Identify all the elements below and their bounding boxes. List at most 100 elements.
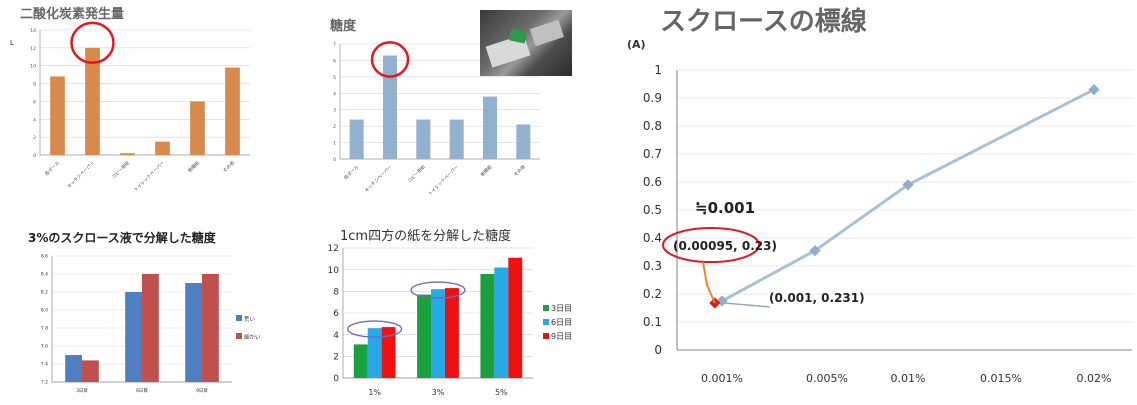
y-tick-label: 0.7 xyxy=(643,147,662,161)
x-tick-label: コピー用紙 xyxy=(110,159,131,180)
series-line xyxy=(721,88,1095,303)
y-tick-label: 0.2 xyxy=(643,287,662,301)
x-tick-label: 3% xyxy=(432,388,445,397)
x-tick-label: 3日目 xyxy=(76,388,88,394)
legend-swatch xyxy=(236,315,242,321)
legend-label: 9日目 xyxy=(551,332,572,341)
y-tick-label: 0 xyxy=(333,374,339,384)
x-tick-label: その他 xyxy=(221,159,236,174)
legend-label: 3日目 xyxy=(551,304,572,313)
bar xyxy=(142,274,159,382)
x-tick-label: コピー用紙 xyxy=(406,163,427,184)
bar xyxy=(202,274,219,382)
bar xyxy=(50,76,65,155)
y-tick-label: 8.2 xyxy=(41,290,48,296)
y-tick-label: 2 xyxy=(333,353,339,363)
legend-label: 荒い xyxy=(244,315,256,323)
y-tick-label: 1 xyxy=(654,63,662,77)
annotation-leader-gray xyxy=(723,302,771,308)
y-tick-label: 7.8 xyxy=(41,326,48,332)
paper1cm-plot-area: 0 2 4 6 8 10 12 1% 3% 5% 3日目 6日目 9日目 xyxy=(328,244,573,397)
y-tick-label: 8 xyxy=(33,82,36,88)
highlight-ellipse xyxy=(410,281,466,299)
x-tick-label: トイレットペーパー xyxy=(427,164,460,197)
standard-title: スクロースの標線 xyxy=(660,6,867,37)
y-tick-label: 5 xyxy=(333,75,336,81)
bar xyxy=(367,328,382,378)
y-tick-label: 4 xyxy=(333,331,339,341)
y-tick-label: 2 xyxy=(33,135,36,141)
bar xyxy=(381,327,396,378)
legend-swatch xyxy=(543,305,549,311)
y-tick-label: 6 xyxy=(333,309,339,319)
bar xyxy=(416,119,431,159)
standard-plot-area: 0 0.1 0.2 0.3 0.4 0.5 0.6 0.7 0.8 0.9 1 0.001% 0.005… xyxy=(643,63,1132,385)
bar xyxy=(480,274,495,378)
bar xyxy=(120,153,135,155)
x-tick-label: 新聞紙 xyxy=(186,159,201,174)
y-tick-label: 8.0 xyxy=(41,308,48,314)
co2-plot-area: 0 2 4 6 8 10 12 14 段ボール キッチンペーパー コピー用紙 トイレットペーパー 新聞紙… xyxy=(30,21,250,193)
y-tick-label: 2 xyxy=(333,124,336,130)
highlight-circle xyxy=(70,21,115,65)
bar xyxy=(185,283,202,382)
sucrose3-title: 3%のスクロース液で分解した糖度 xyxy=(28,230,217,245)
sugar-chart: 糖度 0 1 2 3 4 5 6 7 段ボール キッチンペーパー コピー用紙 トイレットペーパー 新聞紙… xyxy=(330,18,540,197)
y-tick-label: 7.2 xyxy=(41,380,48,386)
annotation-circle xyxy=(662,227,760,263)
y-tick-label: 3 xyxy=(333,108,336,114)
y-tick-label: 6 xyxy=(33,99,36,105)
standard-y-axis-label: (A) xyxy=(627,38,646,51)
paper1cm-chart: 1cm四方の紙を分解した糖度 0 2 4 6 8 10 12 1% 3% 5% 3日目 6日目 9日目 xyxy=(328,228,573,397)
co2-y-axis-label: L xyxy=(10,39,14,47)
y-tick-label: 12 xyxy=(328,244,339,254)
bar xyxy=(516,124,531,159)
bar xyxy=(125,292,142,382)
legend-swatch xyxy=(236,333,242,339)
highlight-ellipse xyxy=(347,320,403,338)
data-point xyxy=(1088,83,1100,96)
x-tick-label: その他 xyxy=(512,163,527,178)
y-tick-label: 8 xyxy=(333,288,339,298)
x-tick-label: キッチンペーパー xyxy=(364,164,394,194)
y-tick-label: 8.4 xyxy=(41,272,48,278)
x-tick-label: 新聞紙 xyxy=(479,163,494,178)
y-tick-label: 0.4 xyxy=(643,231,662,245)
x-tick-label: 1% xyxy=(368,388,381,397)
x-tick-label: 6日目 xyxy=(136,388,148,394)
y-tick-label: 0.1 xyxy=(643,315,662,329)
legend-label: 細かい xyxy=(244,333,261,341)
x-tick-label: 0.015% xyxy=(980,372,1022,385)
x-tick-label: 0.02% xyxy=(1077,372,1112,385)
annotation-leader xyxy=(702,261,716,304)
y-tick-label: 1 xyxy=(333,141,336,147)
y-tick-label: 7.6 xyxy=(41,344,48,350)
x-tick-label: 0.01% xyxy=(891,372,926,385)
paper1cm-title: 1cm四方の紙を分解した糖度 xyxy=(340,228,511,244)
y-tick-label: 8.6 xyxy=(41,254,48,260)
y-tick-label: 7 xyxy=(333,42,336,48)
bar xyxy=(417,294,432,378)
bar xyxy=(494,267,509,378)
y-tick-label: 0 xyxy=(654,343,662,357)
y-tick-label: 12 xyxy=(30,46,36,52)
standard-chart: スクロースの標線 (A) 0 0.1 0.2 0.3 0.4 0.5 0.6 0.7 0.8 0.… xyxy=(627,6,1132,385)
y-tick-label: 10 xyxy=(328,266,340,276)
decomposition-photo xyxy=(480,10,572,76)
y-tick-label: 0 xyxy=(33,153,36,159)
co2-chart: 二酸化炭素発生量 L 0 2 4 6 8 10 12 14 段ボール キッチンペーパー コピー用紙ト… xyxy=(10,6,250,193)
legend-swatch xyxy=(543,319,549,325)
y-tick-label: 10 xyxy=(30,64,36,70)
bar xyxy=(65,355,82,382)
bar xyxy=(85,47,100,155)
bar xyxy=(483,96,497,159)
y-tick-label: 7.4 xyxy=(41,362,48,368)
sugar-title: 糖度 xyxy=(330,18,357,34)
bar xyxy=(508,257,523,378)
x-tick-label: トイレットペーパー xyxy=(133,160,166,193)
bar xyxy=(431,289,445,378)
annotation-corrected: (0.00095, 0.23) xyxy=(673,239,777,253)
y-tick-label: 0.6 xyxy=(643,175,662,189)
bar xyxy=(383,55,397,159)
